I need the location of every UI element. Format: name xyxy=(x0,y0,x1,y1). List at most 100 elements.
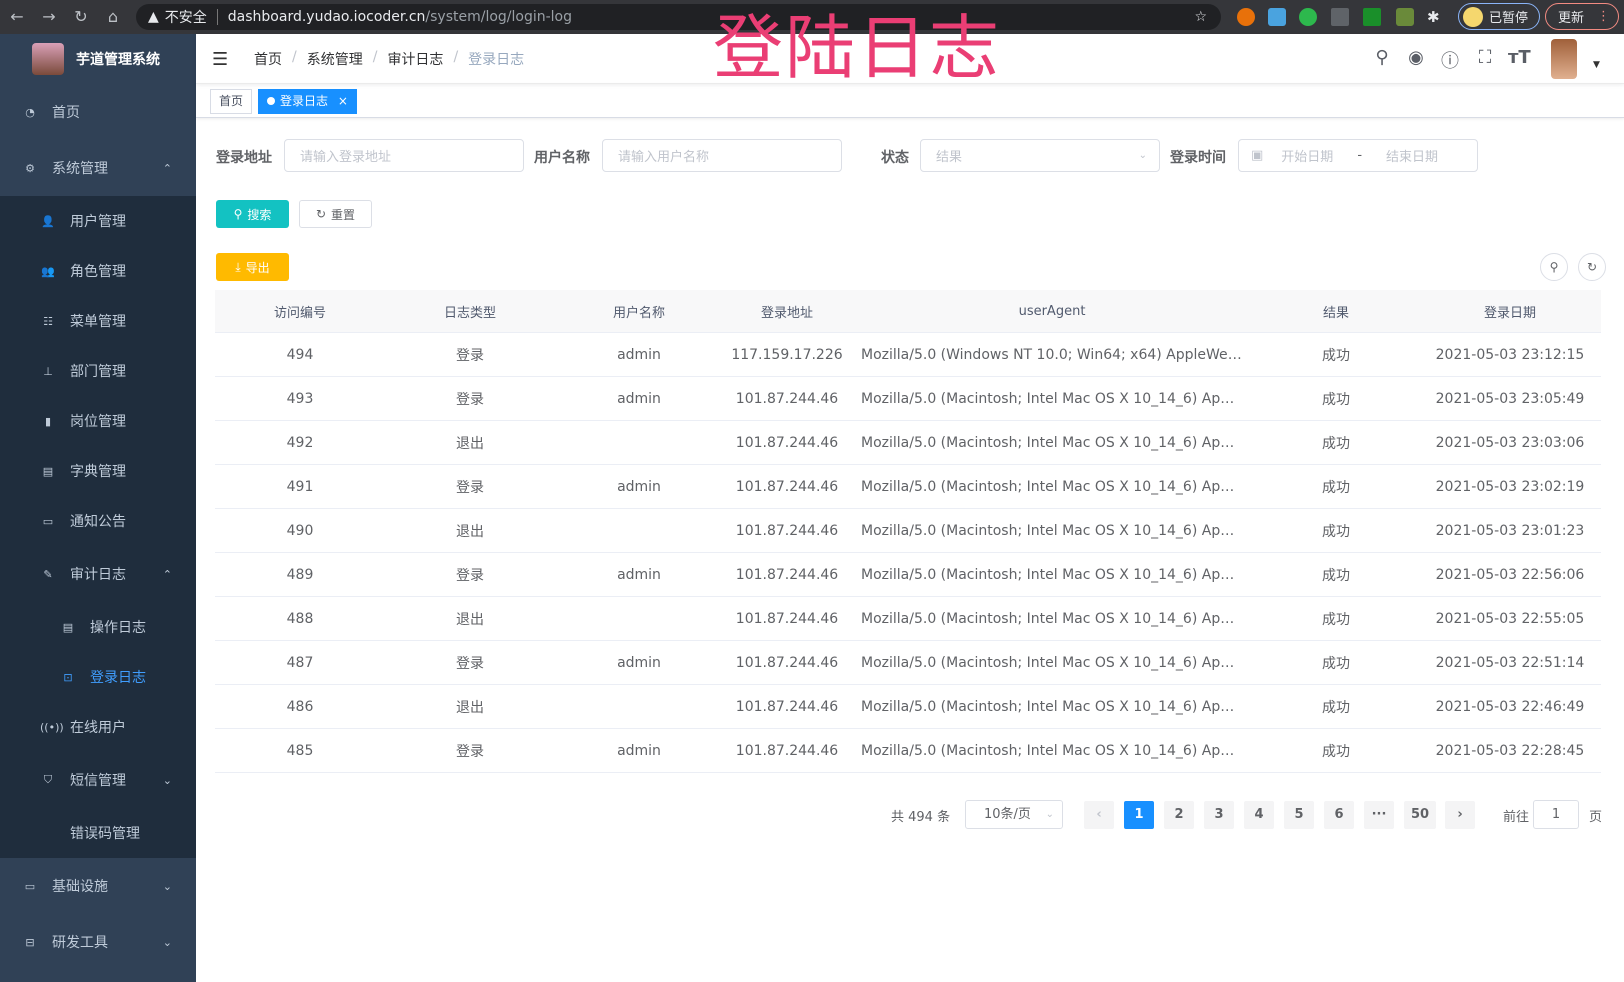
status-label: 状态 xyxy=(881,150,909,166)
page-button[interactable]: 2 xyxy=(1164,801,1194,829)
refresh-table-button[interactable]: ↻ xyxy=(1578,253,1606,281)
export-button[interactable]: ⤓ 导出 xyxy=(216,253,289,281)
github-icon[interactable]: ◉ xyxy=(1408,47,1424,68)
extension-icon[interactable] xyxy=(1237,8,1255,26)
sidebar-item[interactable]: ▭ 通知公告 xyxy=(0,496,196,546)
table-row[interactable]: 490 退出 101.87.244.46 Mozilla/5.0 (Macintosh… xyxy=(215,509,1601,553)
table-row[interactable]: 486 退出 101.87.244.46 Mozilla/5.0 (Macintosh… xyxy=(215,685,1601,729)
table-cell: 2021-05-03 22:55:05 xyxy=(1435,610,1585,627)
page-size-select[interactable]: 10条/页 ⌄ xyxy=(965,800,1063,829)
page-button[interactable]: 6 xyxy=(1324,801,1354,829)
toggle-search-button[interactable]: ⚲ xyxy=(1540,253,1568,281)
table-row[interactable]: 493 登录 admin 101.87.244.46 Mozilla/5.0 (Maci… xyxy=(215,377,1601,421)
column-header: 用户名称 xyxy=(612,305,665,321)
extension-icon[interactable] xyxy=(1331,8,1349,26)
address-input[interactable]: 请输入登录地址 xyxy=(284,139,524,172)
reload-icon[interactable]: ↻ xyxy=(74,7,88,26)
reset-button[interactable]: ↻ 重置 xyxy=(299,200,372,228)
validcode-icon: ⛉ xyxy=(43,773,53,786)
profile-button[interactable]: 已暂停 xyxy=(1458,3,1540,30)
extension-icon[interactable] xyxy=(1363,8,1381,26)
caret-down-icon[interactable]: ▼ xyxy=(1593,60,1600,70)
table-row[interactable]: 488 退出 101.87.244.46 Mozilla/5.0 (Macintosh… xyxy=(215,597,1601,641)
table-cell: 101.87.244.46 xyxy=(735,566,839,583)
table-header: 访问编号 日志类型 用户名称 登录地址 userAgent 结果 登录日期 xyxy=(215,290,1601,333)
goto-suffix: 页 xyxy=(1589,810,1603,825)
sidebar-item-label: 研发工具 xyxy=(52,935,108,951)
tag-login-log[interactable]: 登录日志 × xyxy=(258,89,357,114)
tag-home[interactable]: 首页 xyxy=(210,89,253,114)
sidebar-item[interactable]: ▮ 岗位管理 xyxy=(0,396,196,446)
table-cell: 退出 xyxy=(456,611,484,628)
bookmark-star-icon[interactable]: ☆ xyxy=(1194,9,1207,25)
sidebar-item[interactable]: ⊟ 研发工具 ⌄ xyxy=(0,914,196,970)
page-button[interactable]: 5 xyxy=(1284,801,1314,829)
sidebar-item-label: 菜单管理 xyxy=(70,314,126,330)
sidebar-item[interactable]: ✎ 审计日志 ⌃ xyxy=(0,546,196,602)
sidebar-item[interactable]: ⊡ 登录日志 xyxy=(0,652,196,702)
update-button[interactable]: 更新 ⋮ xyxy=(1545,3,1619,30)
sidebar-item[interactable]: ☷ 菜单管理 xyxy=(0,296,196,346)
end-date[interactable]: 结束日期 xyxy=(1386,150,1439,165)
user-avatar[interactable] xyxy=(1551,39,1577,79)
table-cell: 登录 xyxy=(456,567,484,584)
puzzle-icon[interactable]: ✱ xyxy=(1427,8,1440,26)
logo-image xyxy=(32,43,64,75)
back-icon[interactable]: ← xyxy=(10,7,24,26)
close-icon[interactable]: × xyxy=(337,94,348,108)
online-icon: ((•)) xyxy=(40,720,64,734)
browser-toolbar: ← → ↻ ⌂ ▲ 不安全 dashboard.yudao.iocoder.cn… xyxy=(0,0,1624,34)
table-cell: 成功 xyxy=(1322,567,1350,584)
sidebar-item[interactable]: 👥 角色管理 xyxy=(0,246,196,296)
table-row[interactable]: 491 登录 admin 101.87.244.46 Mozilla/5.0 (Maci… xyxy=(215,465,1601,509)
table-cell: Mozilla/5.0 (Macintosh; Intel Mac OS X 1… xyxy=(861,434,1253,451)
sidebar-item[interactable]: ⊥ 部门管理 xyxy=(0,346,196,396)
form-icon: ▤ xyxy=(62,620,74,634)
page-button[interactable]: 1 xyxy=(1124,801,1154,829)
sidebar-item[interactable]: ▤ 字典管理 xyxy=(0,446,196,496)
table-row[interactable]: 489 登录 admin 101.87.244.46 Mozilla/5.0 (Maci… xyxy=(215,553,1601,597)
page-button[interactable]: 50 xyxy=(1404,801,1436,829)
next-page-button[interactable]: › xyxy=(1445,801,1475,829)
page-button[interactable]: ··· xyxy=(1364,801,1394,829)
search-button[interactable]: ⚲ 搜索 xyxy=(216,200,289,228)
breadcrumb-separator: / xyxy=(292,49,297,65)
table-row[interactable]: 494 登录 admin 117.159.17.226 Mozilla/5.0 (Win… xyxy=(215,333,1601,377)
sidebar-item[interactable]: ◔ 首页 xyxy=(0,84,196,140)
breadcrumb-item: 审计日志 xyxy=(387,52,444,68)
status-select[interactable]: 结果 ⌄ xyxy=(920,139,1160,172)
goto-page-input[interactable]: 1 xyxy=(1533,800,1579,829)
breadcrumb-item[interactable]: 首页 xyxy=(254,52,282,68)
fullscreen-icon[interactable]: ⛶ xyxy=(1478,47,1492,68)
logo[interactable]: 芋道管理系统 xyxy=(0,34,196,84)
forward-icon[interactable]: → xyxy=(42,7,56,26)
sidebar-item[interactable]: ((•)) 在线用户 xyxy=(0,702,196,752)
sidebar-item[interactable]: ⛉ 短信管理 ⌄ xyxy=(0,752,196,808)
page-button[interactable]: 3 xyxy=(1204,801,1234,829)
sidebar-item[interactable]: 错误码管理 xyxy=(0,808,196,858)
search-icon[interactable]: ⚲ xyxy=(1375,47,1389,68)
hamburger-icon[interactable]: ☰ xyxy=(212,49,229,70)
url-path: /system/log/login-log xyxy=(425,9,573,25)
extension-icon[interactable] xyxy=(1299,8,1317,26)
table-cell: 退出 xyxy=(456,435,484,452)
home-icon[interactable]: ⌂ xyxy=(107,7,119,26)
table-row[interactable]: 492 退出 101.87.244.46 Mozilla/5.0 (Macintosh… xyxy=(215,421,1601,465)
address-bar[interactable]: ▲ 不安全 dashboard.yudao.iocoder.cn/system/… xyxy=(136,4,1221,30)
prev-page-button[interactable]: ‹ xyxy=(1084,801,1114,829)
date-range-picker[interactable]: ▣ 开始日期 - 结束日期 xyxy=(1238,139,1478,172)
username-input[interactable]: 请输入用户名称 xyxy=(602,139,842,172)
table-row[interactable]: 485 登录 admin 101.87.244.46 Mozilla/5.0 (Maci… xyxy=(215,729,1601,773)
sidebar-item[interactable]: 👤 用户管理 xyxy=(0,196,196,246)
sidebar-item[interactable]: ▭ 基础设施 ⌄ xyxy=(0,858,196,914)
page-button[interactable]: 4 xyxy=(1244,801,1274,829)
start-date[interactable]: 开始日期 xyxy=(1281,150,1334,165)
font-size-icon[interactable]: ᴛT xyxy=(1508,47,1531,68)
sidebar-item[interactable]: ⚙ 系统管理 ⌃ xyxy=(0,140,196,196)
table-row[interactable]: 487 登录 admin 101.87.244.46 Mozilla/5.0 (Maci… xyxy=(215,641,1601,685)
sidebar-item-label: 操作日志 xyxy=(90,620,146,636)
sidebar-item[interactable]: ▤ 操作日志 xyxy=(0,602,196,652)
help-icon[interactable]: ⓘ xyxy=(1441,51,1459,72)
extension-icon[interactable] xyxy=(1396,8,1414,26)
extension-icon[interactable] xyxy=(1268,8,1286,26)
